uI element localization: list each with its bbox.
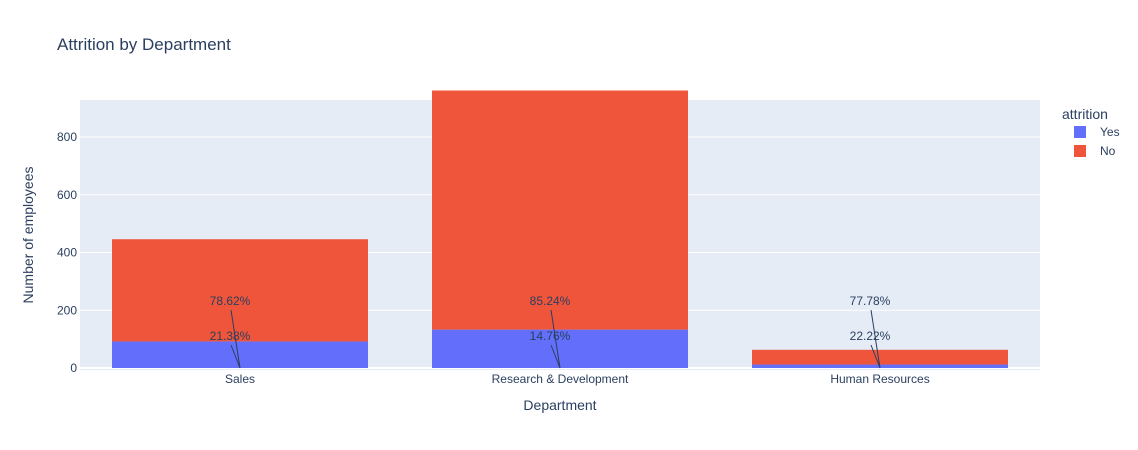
y-axis-title: Number of employees [20,167,36,304]
y-tick-label: 400 [57,246,77,260]
legend-title: attrition [1062,106,1108,122]
bar-no[interactable] [112,239,368,342]
x-tick-label: Human Resources [830,372,929,386]
annotation-no-arrow [550,309,561,369]
annotation-no: 78.62% [210,294,251,308]
bar-no[interactable] [432,90,688,330]
x-tick-label: Research & Development [492,372,629,386]
x-tick-label: Sales [225,372,255,386]
legend-swatch-yes[interactable] [1074,126,1086,138]
annotation-yes: 21.38% [210,329,251,343]
annotation-no: 85.24% [530,294,571,308]
annotation-yes-arrow [870,344,881,369]
chart-title: Attrition by Department [57,35,231,54]
annotation-yes-arrow [550,344,561,369]
y-tick-labels: 0 200 400 600 800 [57,130,77,375]
annotation-no-arrow [230,309,241,369]
bar-yes[interactable] [432,329,688,368]
legend-swatch-no[interactable] [1074,145,1086,157]
y-tick-label: 0 [70,361,77,375]
x-axis-title: Department [523,397,596,413]
bar-yes[interactable] [112,341,368,368]
legend-label-no[interactable]: No [1100,144,1116,158]
annotation-no-arrow [870,309,881,369]
annotation-no: 77.78% [850,294,891,308]
annotation-yes: 14.76% [530,329,571,343]
bar-no[interactable] [752,349,1008,365]
y-tick-label: 600 [57,188,77,202]
annotation-yes-arrow [230,344,241,369]
legend[interactable]: attrition Yes No [1062,106,1120,158]
annotation-yes: 22.22% [850,329,891,343]
annotations: 78.62% 21.38% 85.24% 14.76% 77.78% 22.22% [210,294,891,369]
legend-label-yes[interactable]: Yes [1100,125,1120,139]
y-tick-label: 200 [57,303,77,317]
x-tick-labels: Sales Research & Development Human Resourc… [225,372,930,386]
bars [112,90,1008,368]
y-tick-label: 800 [57,130,77,144]
